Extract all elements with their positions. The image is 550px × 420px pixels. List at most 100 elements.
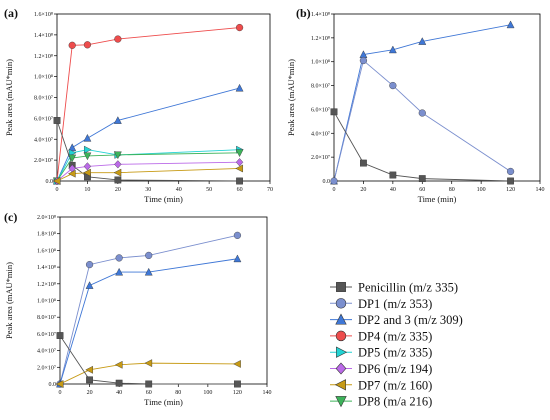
y-tick-label: 1.2×10⁸ bbox=[34, 54, 53, 60]
legend-marker bbox=[336, 282, 346, 292]
data-point bbox=[83, 168, 91, 177]
y-axis-title: Peak area (mAU*min) bbox=[286, 59, 296, 136]
data-point bbox=[113, 168, 122, 177]
data-point bbox=[56, 332, 64, 339]
y-tick-label: 0.0 bbox=[46, 179, 54, 185]
data-point bbox=[83, 133, 92, 142]
y-tick-label: 1.6×10⁸ bbox=[34, 12, 53, 18]
legend-marker bbox=[335, 298, 347, 309]
x-tick-label: 20 bbox=[360, 187, 366, 193]
x-tick-label: 10 bbox=[84, 187, 90, 193]
y-tick-label: 0.0 bbox=[49, 382, 57, 388]
data-point bbox=[236, 177, 243, 185]
data-point bbox=[235, 149, 244, 158]
data-point bbox=[359, 56, 368, 65]
series-triangle-left bbox=[55, 359, 241, 388]
y-tick-label: 2.0×10⁷ bbox=[34, 158, 53, 164]
y-tick-label: 6.0×10⁷ bbox=[34, 116, 53, 122]
legend-entry: DP2 and 3 (m/z 309) bbox=[330, 313, 463, 327]
data-point bbox=[84, 145, 92, 154]
legend-label: DP5 (m/z 335) bbox=[358, 346, 432, 360]
legend: Penicillin (m/z 335) DP1 (m/z 353) DP2 and… bbox=[330, 281, 463, 409]
data-point bbox=[115, 379, 123, 387]
y-tick-label: 1.4×10⁸ bbox=[37, 265, 56, 271]
legend-label: DP2 and 3 (m/z 309) bbox=[358, 313, 463, 327]
x-tick-label: 80 bbox=[175, 390, 181, 396]
data-point bbox=[507, 177, 514, 185]
data-point bbox=[68, 41, 76, 49]
x-tick-label: 40 bbox=[176, 187, 182, 193]
data-point bbox=[506, 167, 515, 176]
plot-frame bbox=[59, 216, 268, 385]
panel-a: (a) 0 10 20 30 40 50 60 70 0.0 2.0×10⁷ 4.0×10⁷ 6.0×1… bbox=[4, 6, 273, 204]
y-tick-label: 2.0×10⁷ bbox=[311, 155, 330, 161]
data-point bbox=[114, 160, 122, 169]
y-tick-label: 6.0×10⁷ bbox=[37, 332, 56, 338]
legend-entry: DP7 (m/z 160) bbox=[330, 378, 432, 392]
x-tick-label: 100 bbox=[477, 187, 486, 193]
data-point bbox=[235, 23, 244, 32]
data-point bbox=[235, 83, 244, 92]
data-point bbox=[330, 177, 338, 185]
y-axis-title: Peak area (mAU*min) bbox=[4, 59, 14, 136]
legend-entry: Penicillin (m/z 335) bbox=[330, 281, 458, 295]
data-point bbox=[233, 360, 241, 368]
data-point bbox=[144, 267, 153, 276]
series-square bbox=[56, 332, 241, 388]
data-point bbox=[233, 231, 242, 239]
y-tick-label: 1.6×10⁸ bbox=[37, 248, 56, 254]
series-line bbox=[333, 111, 511, 182]
legend-marker bbox=[335, 313, 347, 325]
series-triangle-left bbox=[52, 164, 243, 185]
x-tick-label: 60 bbox=[237, 187, 243, 193]
data-point bbox=[144, 359, 153, 368]
series-triangle-right bbox=[53, 145, 244, 185]
legend-label: Penicillin (m/z 335) bbox=[358, 281, 458, 295]
y-tick-label: 1.0×10⁸ bbox=[34, 75, 53, 81]
data-point bbox=[389, 171, 397, 179]
data-point bbox=[53, 117, 61, 124]
x-tick-label: 60 bbox=[146, 390, 152, 396]
x-tick-label: 60 bbox=[419, 187, 425, 193]
x-tick-label: 0 bbox=[333, 187, 336, 193]
x-axis-title: Time (min) bbox=[418, 194, 457, 204]
legend-label: DP4 (m/z 335) bbox=[358, 329, 432, 343]
x-tick-label: 70 bbox=[267, 187, 273, 193]
x-axis-title: Time (min) bbox=[144, 397, 183, 407]
series-circle bbox=[53, 23, 244, 185]
data-point bbox=[113, 151, 122, 160]
y-tick-label: 4.0×10⁷ bbox=[37, 349, 56, 355]
panel-tag: (c) bbox=[4, 210, 17, 224]
data-point bbox=[68, 154, 77, 163]
y-tick-label: 0.0 bbox=[323, 179, 331, 185]
data-point bbox=[233, 254, 242, 263]
y-tick-label: 8.0×10⁷ bbox=[34, 96, 53, 102]
y-tick-label: 4.0×10⁷ bbox=[34, 137, 53, 143]
data-point bbox=[55, 380, 64, 388]
data-point bbox=[115, 254, 123, 262]
x-tick-label: 140 bbox=[263, 390, 272, 396]
data-point bbox=[145, 251, 153, 260]
data-point bbox=[85, 260, 94, 269]
x-tick-label: 30 bbox=[145, 187, 151, 193]
x-tick-label: 0 bbox=[59, 390, 62, 396]
y-tick-label: 2.0×10⁷ bbox=[37, 365, 56, 371]
series-square bbox=[330, 108, 514, 185]
y-tick-label: 1.0×10⁸ bbox=[37, 299, 56, 305]
data-point bbox=[83, 162, 92, 171]
y-tick-label: 1.4×10⁸ bbox=[311, 12, 330, 18]
legend-entry: DP4 (m/z 335) bbox=[330, 329, 432, 343]
data-point bbox=[235, 164, 243, 173]
legend-marker bbox=[335, 330, 347, 342]
legend-marker bbox=[336, 346, 348, 358]
plot-frame bbox=[333, 13, 541, 182]
data-point bbox=[86, 376, 93, 384]
legend-label: DP7 (m/z 160) bbox=[358, 378, 432, 392]
series-triangle-up bbox=[56, 254, 242, 388]
legend-marker bbox=[335, 396, 347, 408]
y-tick-label: 8.0×10⁷ bbox=[311, 84, 330, 90]
series-line bbox=[56, 27, 240, 182]
data-point bbox=[114, 360, 123, 369]
y-tick-label: 6.0×10⁷ bbox=[311, 107, 330, 113]
legend-label: DP8 (m/a 216) bbox=[358, 395, 432, 409]
